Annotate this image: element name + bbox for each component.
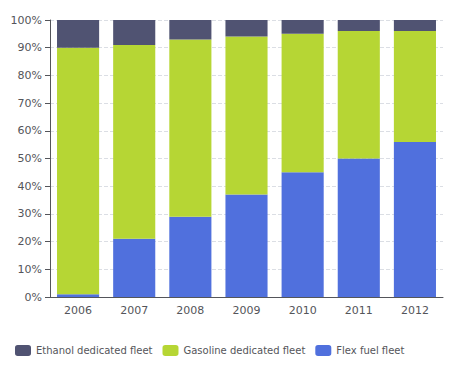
svg-text:50%: 50% bbox=[18, 152, 42, 165]
svg-text:100%: 100% bbox=[11, 14, 42, 27]
svg-text:2009: 2009 bbox=[233, 304, 261, 317]
svg-text:2006: 2006 bbox=[64, 304, 92, 317]
svg-text:80%: 80% bbox=[18, 69, 42, 82]
svg-text:70%: 70% bbox=[18, 97, 42, 110]
svg-text:40%: 40% bbox=[18, 180, 42, 193]
svg-text:Flex fuel fleet: Flex fuel fleet bbox=[336, 345, 404, 356]
svg-text:0%: 0% bbox=[25, 291, 42, 304]
svg-text:2012: 2012 bbox=[401, 304, 429, 317]
svg-text:60%: 60% bbox=[18, 124, 42, 137]
svg-text:Ethanol dedicated fleet: Ethanol dedicated fleet bbox=[36, 345, 153, 356]
svg-text:2007: 2007 bbox=[120, 304, 148, 317]
svg-text:20%: 20% bbox=[18, 235, 42, 248]
svg-text:2008: 2008 bbox=[176, 304, 204, 317]
svg-text:30%: 30% bbox=[18, 207, 42, 220]
svg-text:90%: 90% bbox=[18, 41, 42, 54]
svg-text:2011: 2011 bbox=[345, 304, 373, 317]
svg-text:2010: 2010 bbox=[289, 304, 317, 317]
svg-text:Gasoline dedicated fleet: Gasoline dedicated fleet bbox=[183, 345, 305, 356]
svg-text:10%: 10% bbox=[18, 263, 42, 276]
